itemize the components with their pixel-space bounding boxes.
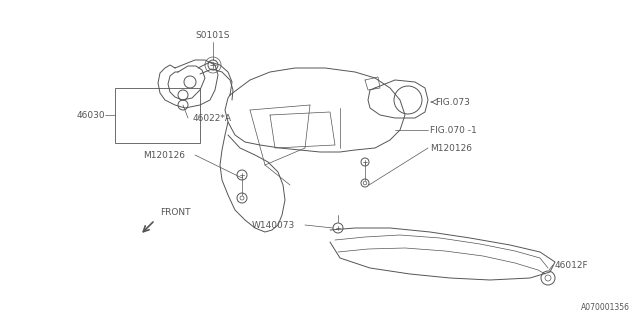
Text: M120126: M120126: [430, 143, 472, 153]
Text: FRONT: FRONT: [160, 208, 191, 217]
Text: 46022*A: 46022*A: [193, 114, 232, 123]
Text: 46030: 46030: [76, 110, 105, 119]
Text: S0101S: S0101S: [196, 30, 230, 39]
Text: FIG.073: FIG.073: [435, 98, 470, 107]
Text: W140073: W140073: [252, 220, 295, 229]
Text: M120126: M120126: [143, 150, 185, 159]
Text: 46012F: 46012F: [555, 260, 589, 269]
Text: A070001356: A070001356: [581, 303, 630, 312]
Text: FIG.070 -1: FIG.070 -1: [430, 125, 477, 134]
Bar: [115, 88, 200, 143]
